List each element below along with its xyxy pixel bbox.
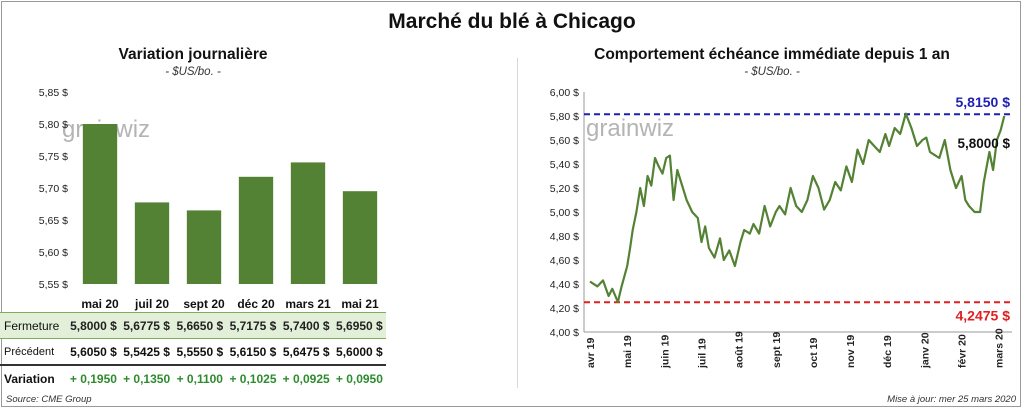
x-tick-label: nov 19 (845, 335, 857, 368)
update-note: Mise à jour: mer 25 mars 2020 (887, 394, 1016, 405)
table-cell: 5,7175 $ (226, 312, 280, 339)
y-tick-label: 5,55 $ (39, 279, 68, 291)
table-cell: 5,5550 $ (176, 344, 224, 359)
table-cell: 5,5425 $ (123, 344, 170, 359)
bar (342, 191, 378, 284)
x-category-label: mai 21 (341, 297, 379, 311)
table-cell: 5,6150 $ (229, 344, 277, 359)
price-table: Fermeture 5,8000 $5,6775 $5,6650 $5,7175 … (0, 312, 386, 391)
left-panel-title: Variation journalière (118, 46, 268, 63)
x-tick-label: août 19 (734, 331, 746, 368)
x-category-label: déc 20 (237, 297, 275, 311)
x-tick-label: janv 20 (919, 332, 931, 369)
table-cell: 5,6775 $ (120, 312, 174, 339)
table-cell: + 0,0950 (332, 364, 386, 391)
max-label: 5,8150 $ (956, 94, 1011, 110)
x-tick-label: sept 19 (771, 332, 783, 368)
bar (134, 202, 170, 284)
table-row: Précédent 5,6050 $ 5,5425 $ 5,5550 $ 5,6150 … (0, 339, 386, 366)
x-tick-label: mai 19 (622, 335, 634, 368)
row-label: Variation (0, 364, 67, 391)
y-tick-label: 5,60 $ (550, 135, 579, 147)
x-tick-label: févr 20 (957, 334, 969, 368)
watermark: grainwiz (586, 115, 674, 142)
bar-chart: grainwiz 5,55 $5,60 $5,65 $5,70 $5,75 $5… (39, 87, 379, 311)
y-tick-label: 5,00 $ (550, 207, 579, 219)
x-tick-label: déc 19 (882, 335, 894, 368)
line-chart: grainwiz 4,00 $ 4,20 $ 4,40 $ 4,60 $ 4,80 $ 5… (550, 87, 1012, 369)
x-tick-label: avr 19 (585, 337, 597, 368)
x-tick-label: juin 19 (659, 335, 671, 369)
bar (82, 124, 118, 284)
y-tick-label: 5,40 $ (550, 159, 579, 171)
y-tick-label: 5,70 $ (39, 183, 68, 195)
table-cell: + 0,1025 (226, 364, 280, 391)
x-tick-label: oct 19 (808, 337, 820, 368)
x-category-label: mai 20 (81, 297, 119, 311)
table-cell: 5,6650 $ (173, 312, 227, 339)
y-tick-label: 4,00 $ (550, 327, 579, 339)
x-category-label: juil 20 (134, 297, 169, 311)
bar (290, 162, 326, 284)
main-title: Marché du blé à Chicago (388, 10, 636, 33)
x-category-label: sept 20 (183, 297, 225, 311)
right-panel-title: Comportement échéance immédiate depuis 1… (594, 46, 950, 63)
y-tick-label: 5,80 $ (550, 111, 579, 123)
last-value-label: 5,8000 $ (957, 136, 1010, 151)
y-tick-label: 5,65 $ (39, 215, 68, 227)
x-category-label: mars 21 (285, 297, 331, 311)
panel-divider (517, 58, 518, 388)
y-tick-label: 4,40 $ (550, 279, 579, 291)
row-label: Fermeture (0, 312, 67, 339)
table-row: Fermeture 5,8000 $5,6775 $5,6650 $5,7175 … (0, 312, 386, 339)
table-cell: + 0,1950 (66, 364, 121, 391)
table-cell: + 0,0925 (279, 364, 333, 391)
row-label: Précédent (4, 345, 55, 358)
left-panel-subtitle: - $US/bo. - (165, 66, 221, 78)
y-tick-label: 4,20 $ (550, 303, 579, 315)
min-label: 4,2475 $ (956, 307, 1011, 323)
y-tick-label: 6,00 $ (550, 87, 579, 99)
table-cell: 5,7400 $ (279, 312, 333, 339)
y-tick-label: 5,60 $ (39, 247, 68, 259)
bar (186, 210, 222, 284)
y-tick-label: 4,80 $ (550, 231, 579, 243)
table-cell: 5,8000 $ (66, 312, 121, 339)
y-tick-label: 5,85 $ (39, 87, 68, 99)
source-note: Source: CME Group (6, 394, 92, 405)
table-cell: 5,6475 $ (282, 344, 330, 359)
y-tick-label: 5,20 $ (550, 183, 579, 195)
x-tick-label: mars 20 (994, 328, 1006, 368)
y-tick-label: 4,60 $ (550, 255, 579, 267)
table-cell: + 0,1350 (120, 364, 174, 391)
table-cell: + 0,1100 (173, 364, 227, 391)
price-series-line (589, 112, 1006, 304)
table-cell: 5,6950 $ (332, 312, 386, 339)
x-tick-label: juil 19 (696, 338, 708, 369)
y-tick-label: 5,75 $ (39, 151, 68, 163)
table-cell: 5,6050 $ (70, 344, 117, 359)
y-tick-label: 5,80 $ (39, 119, 68, 131)
bar (238, 176, 274, 284)
table-row: Variation + 0,1950 + 0,1350 + 0,1100 + 0,102… (0, 364, 386, 391)
right-panel-subtitle: - $US/bo. - (744, 66, 800, 78)
table-cell: 5,6000 $ (336, 344, 383, 359)
